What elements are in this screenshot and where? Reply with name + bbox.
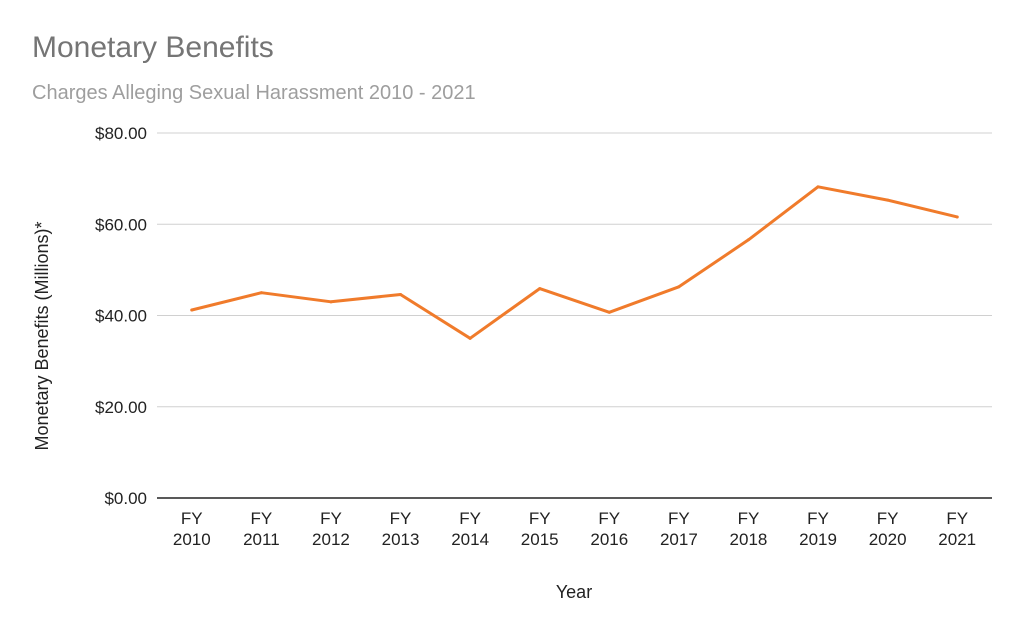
data-point <box>399 293 403 297</box>
data-point <box>259 291 263 295</box>
x-axis-ticks: FY 2010 FY 2011 FY 2012 FY 2013 FY 2014 FY 2015 FY 20… <box>173 509 976 549</box>
y-tick-label: $0.00 <box>104 489 147 508</box>
x-tick-label: FY 2019 <box>799 509 837 549</box>
chart-title: Monetary Benefits <box>32 31 274 64</box>
y-tick-label: $20.00 <box>95 398 147 417</box>
data-point <box>746 238 750 242</box>
x-tick-label: FY 2011 <box>243 509 280 549</box>
data-point <box>816 185 820 189</box>
data-point <box>468 336 472 340</box>
x-tick-label: FY 2020 <box>869 509 907 549</box>
y-tick-label: $60.00 <box>95 215 147 234</box>
x-tick-label: FY 2010 <box>173 509 211 549</box>
x-tick-label: FY 2012 <box>312 509 350 549</box>
data-point <box>329 300 333 304</box>
x-tick-label: FY 2016 <box>590 509 628 549</box>
x-tick-label: FY 2017 <box>660 509 698 549</box>
data-point <box>886 198 890 202</box>
y-axis-label: Monetary Benefits (Millions)* <box>32 221 52 450</box>
x-tick-label: FY 2018 <box>730 509 768 549</box>
data-point <box>190 308 194 312</box>
x-tick-label: FY 2014 <box>451 509 489 549</box>
grid-lines <box>157 132 992 499</box>
series-layer <box>190 185 959 340</box>
data-point <box>538 287 542 291</box>
x-tick-label: FY 2013 <box>382 509 420 549</box>
y-tick-label: $40.00 <box>95 307 147 326</box>
data-point <box>677 285 681 289</box>
chart-subtitle: Charges Alleging Sexual Harassment 2010 … <box>32 82 476 104</box>
data-point <box>607 310 611 314</box>
data-point <box>955 215 959 219</box>
x-tick-label: FY 2015 <box>521 509 559 549</box>
x-axis-label: Year <box>556 582 592 602</box>
y-tick-label: $80.00 <box>95 124 147 143</box>
series-line <box>190 185 959 340</box>
y-axis-ticks: $0.00 $20.00 $40.00 $60.00 $80.00 <box>95 124 147 508</box>
x-tick-label: FY 2021 <box>938 509 976 549</box>
